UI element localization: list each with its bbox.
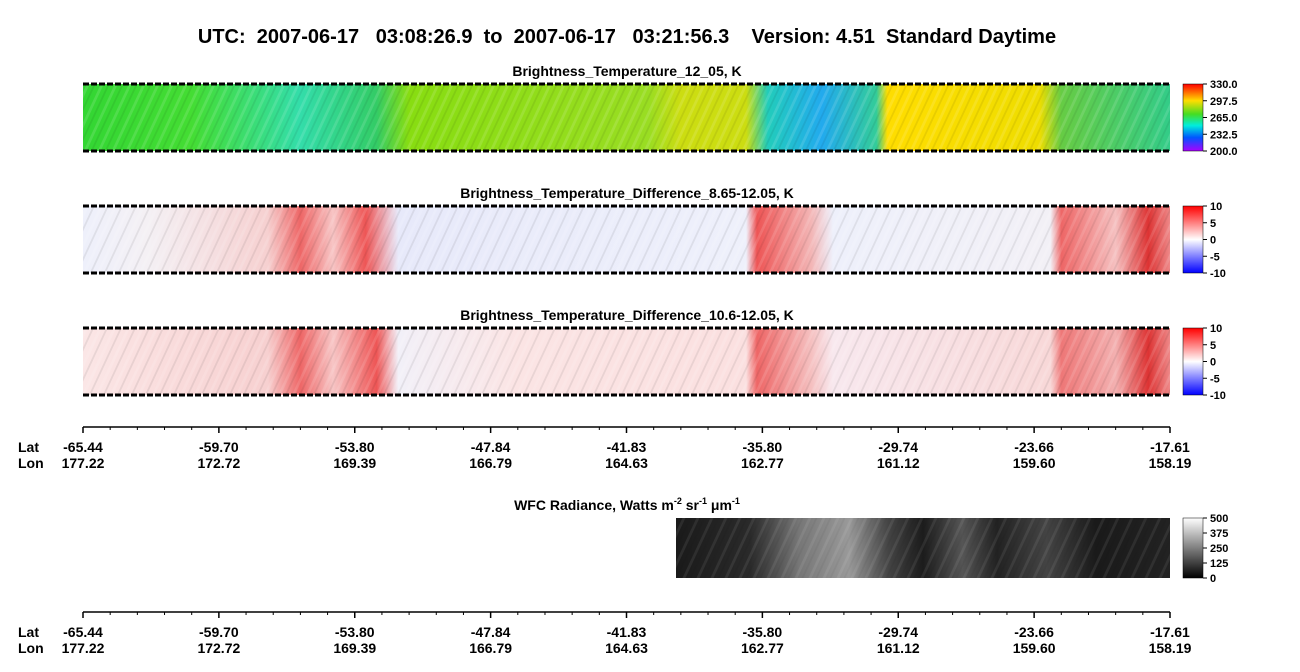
lon-value: 161.12: [877, 640, 920, 656]
lon-value: 169.39: [333, 640, 376, 656]
colorbar: [1182, 83, 1204, 152]
strip-texture: [83, 328, 1170, 395]
lat-value: -59.70: [199, 439, 239, 455]
lon-value: 162.77: [741, 455, 784, 471]
lon-value: 158.19: [1149, 640, 1192, 656]
panel-title: Brightness_Temperature_Difference_8.65-1…: [460, 185, 794, 201]
lat-value: -47.84: [471, 439, 511, 455]
lat-label: Lat: [18, 624, 39, 640]
colorbar: [1182, 327, 1204, 396]
title-part: WFC Radiance, Watts m: [514, 497, 674, 513]
lon-value: 166.79: [469, 640, 512, 656]
lat-value: -35.80: [743, 624, 783, 640]
lon-value: 177.22: [62, 455, 105, 471]
lat-label: Lat: [18, 439, 39, 455]
lat-value: -47.84: [471, 624, 511, 640]
colorbar-label: 10: [1210, 323, 1222, 335]
lat-value: -23.66: [1014, 439, 1054, 455]
lat-value: -17.61: [1150, 439, 1190, 455]
colorbar: [1182, 517, 1204, 579]
title: UTC: 2007-06-17 03:08:26.9 to 2007-06-17…: [198, 26, 1056, 48]
colorbar: [1182, 205, 1204, 274]
colorbar-label: 297.5: [1210, 96, 1238, 108]
colorbar-label: 125: [1210, 558, 1228, 570]
lon-value: 158.19: [1149, 455, 1192, 471]
lat-value: -41.83: [607, 624, 647, 640]
title-part: μm: [707, 497, 732, 513]
lat-value: -35.80: [743, 439, 783, 455]
lon-value: 172.72: [197, 640, 240, 656]
title-superscript: -2: [674, 496, 682, 506]
colorbar-label: 0: [1210, 573, 1216, 585]
lon-value: 164.63: [605, 455, 648, 471]
lon-value: 159.60: [1013, 455, 1056, 471]
colorbar-label: 330.0: [1210, 79, 1238, 91]
lon-label: Lon: [18, 455, 44, 471]
lon-value: 177.22: [62, 640, 105, 656]
lat-value: -65.44: [63, 439, 103, 455]
panel-title: WFC Radiance, Watts m-2 sr-1 μm-1: [514, 496, 740, 513]
colorbar-label: -10: [1210, 390, 1226, 402]
lon-value: 161.12: [877, 455, 920, 471]
colorbar-label: 265.0: [1210, 113, 1238, 125]
lat-value: -41.83: [607, 439, 647, 455]
lon-value: 172.72: [197, 455, 240, 471]
lon-value: 159.60: [1013, 640, 1056, 656]
lat-value: -53.80: [335, 439, 375, 455]
panel-title: Brightness_Temperature_12_05, K: [512, 63, 741, 79]
colorbar-label: -10: [1210, 268, 1226, 280]
lat-value: -17.61: [1150, 624, 1190, 640]
strip-texture: [83, 84, 1170, 151]
colorbar-label: 200.0: [1210, 146, 1238, 158]
lon-label: Lon: [18, 640, 44, 656]
colorbar-label: 10: [1210, 201, 1222, 213]
colorbar-label: -5: [1210, 251, 1220, 263]
title-superscript: -1: [699, 496, 707, 506]
panel-title: Brightness_Temperature_Difference_10.6-1…: [460, 307, 794, 323]
title-superscript: -1: [732, 496, 740, 506]
lon-value: 169.39: [333, 455, 376, 471]
lon-value: 162.77: [741, 640, 784, 656]
lon-value: 164.63: [605, 640, 648, 656]
colorbar-label: 500: [1210, 513, 1228, 525]
lon-value: 166.79: [469, 455, 512, 471]
lat-value: -53.80: [335, 624, 375, 640]
colorbar-label: 0: [1210, 235, 1216, 247]
lat-value: -23.66: [1014, 624, 1054, 640]
wfc-texture: [676, 518, 1170, 578]
lat-value: -29.74: [878, 439, 918, 455]
title-part: sr: [682, 497, 700, 513]
colorbar-label: -5: [1210, 373, 1220, 385]
colorbar-label: 232.5: [1210, 129, 1238, 141]
strip-texture: [83, 206, 1170, 273]
colorbar-label: 5: [1210, 218, 1216, 230]
colorbar-label: 5: [1210, 340, 1216, 352]
colorbar-label: 375: [1210, 528, 1228, 540]
colorbar-label: 250: [1210, 543, 1228, 555]
lat-value: -59.70: [199, 624, 239, 640]
lat-value: -65.44: [63, 624, 103, 640]
colorbar-label: 0: [1210, 357, 1216, 369]
lat-value: -29.74: [878, 624, 918, 640]
